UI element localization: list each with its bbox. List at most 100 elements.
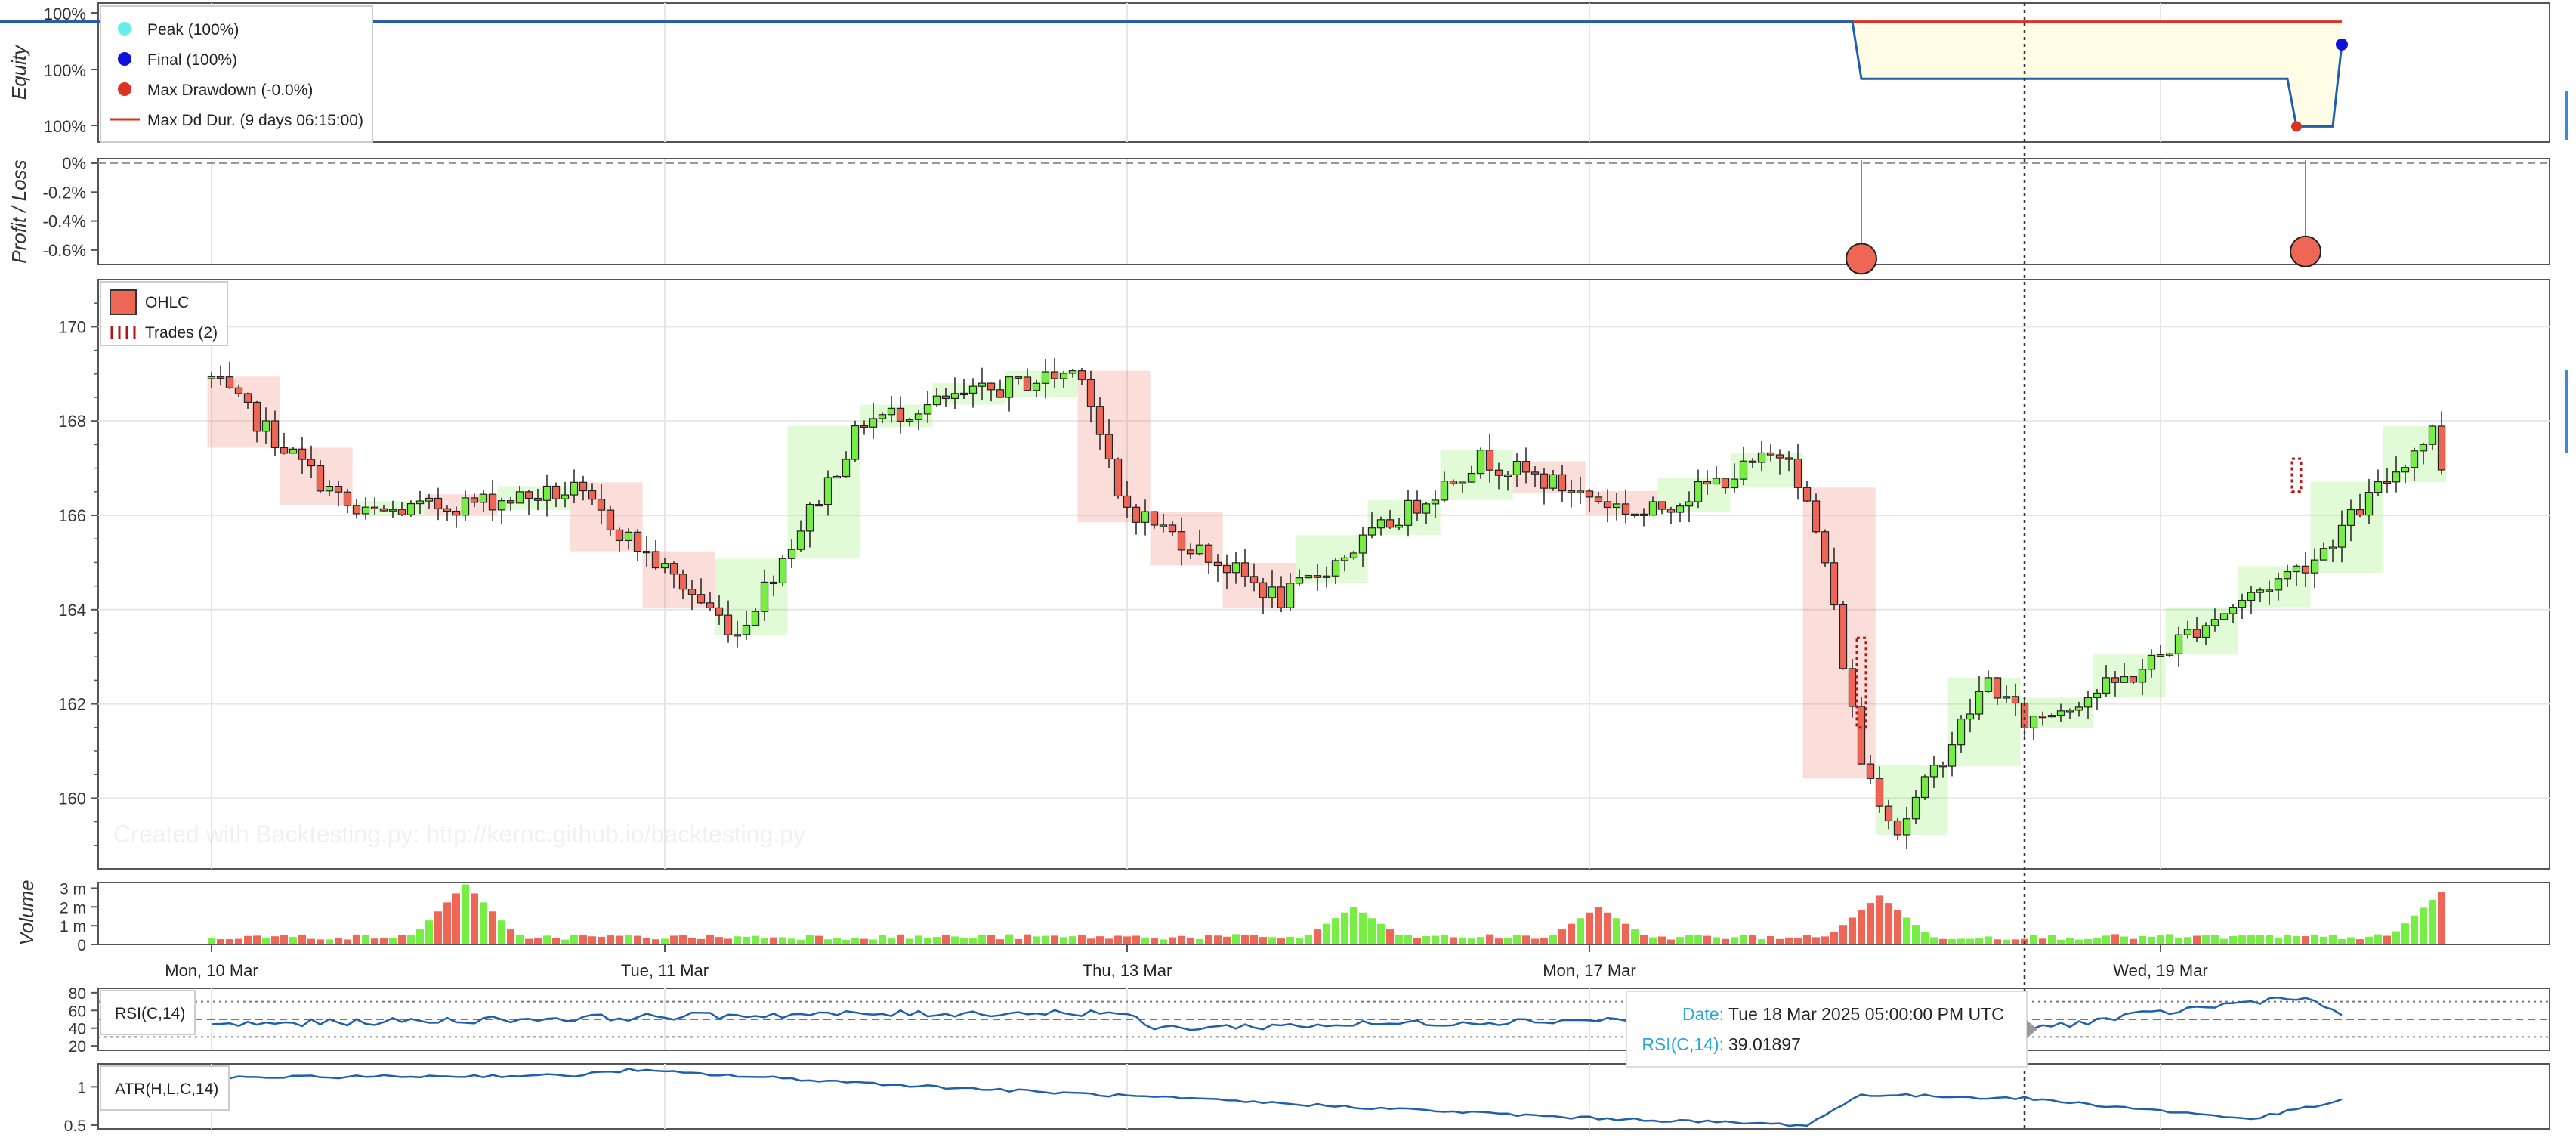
volume-bar (1322, 923, 1331, 944)
volume-bar (1920, 932, 1929, 944)
volume-bar (434, 911, 443, 944)
candle-body (1231, 562, 1240, 574)
candle-body (1376, 519, 1385, 529)
volume-bar (479, 902, 488, 944)
candle-body (669, 563, 678, 575)
candle-body (1585, 490, 1594, 498)
candle-body (1920, 776, 1929, 799)
volume-bar (470, 893, 479, 944)
candle-body (715, 607, 724, 616)
candle-body (1222, 564, 1231, 574)
volume-bar (1268, 937, 1277, 944)
date-tick-label: Wed, 19 Mar (2113, 961, 2208, 980)
candle-body (1621, 503, 1630, 515)
candle-body (697, 594, 706, 604)
candle-body (1512, 461, 1521, 476)
volume-bar (515, 935, 524, 944)
volume-bar (1947, 938, 1957, 944)
volume-bar (941, 935, 950, 944)
candle-body (1186, 549, 1195, 555)
volume-bar (1494, 938, 1503, 944)
candle-body (561, 494, 570, 499)
candle-body (551, 485, 561, 499)
volume-bar (588, 936, 597, 944)
max-drawdown-legend-icon (118, 82, 131, 96)
volume-bar (2428, 899, 2437, 944)
candle-body (1041, 371, 1050, 384)
volume-bar (334, 938, 343, 944)
candle-body (334, 486, 343, 493)
candle-body (896, 407, 905, 422)
candle-body (1984, 677, 1993, 692)
candle-body (1848, 668, 1857, 707)
candle-body (914, 413, 923, 420)
volume-bar (280, 935, 289, 944)
candle-body (2111, 677, 2120, 683)
volume-bar (1331, 918, 1340, 944)
volume-bar (542, 935, 551, 944)
volume-bar (687, 937, 697, 944)
volume-bar (1249, 935, 1259, 944)
volume-bar (1385, 929, 1395, 944)
volume-bar (234, 938, 243, 944)
volume-bar (1376, 923, 1385, 944)
volume-bar (1830, 932, 1839, 944)
panel-vol-frame (97, 882, 2550, 945)
candle-body (923, 403, 932, 415)
candle-body (842, 459, 851, 478)
aggregate-bar (352, 501, 425, 515)
candle-body (1639, 513, 1648, 516)
volume-bar (615, 935, 624, 944)
candle-body (978, 382, 987, 387)
volume-bar (778, 937, 787, 944)
rsi-tick-label: 60 (69, 1003, 86, 1020)
candle-body (1857, 706, 1866, 765)
volume-bar (1240, 935, 1249, 944)
volume-bar (760, 938, 769, 944)
volume-bar (733, 936, 742, 944)
volume-bar (2219, 938, 2229, 944)
candle-body (479, 493, 488, 503)
candle-body (316, 465, 325, 492)
pl-tick-label: -0.4% (43, 212, 86, 231)
candle-body (1413, 499, 1422, 514)
volume-bar (1123, 936, 1132, 944)
volume-bar (1259, 937, 1268, 944)
candle-body (2002, 696, 2011, 699)
candle-body (261, 420, 270, 432)
candle-body (2265, 589, 2274, 592)
tooltip-rsi-label: RSI(C,14): (1642, 1034, 1724, 1054)
candle-body (289, 448, 298, 454)
price-tick-label: 162 (58, 695, 86, 714)
volume-bar (606, 935, 615, 944)
volume-bar (2120, 936, 2129, 944)
volume-bar (361, 935, 370, 944)
volume-bar (678, 934, 687, 944)
aggregate-bar (280, 447, 353, 506)
aggregate-bar (2238, 566, 2311, 608)
ohlc-legend-icon (110, 289, 137, 315)
volume-bar (2256, 935, 2265, 944)
volume-bar (2147, 936, 2156, 944)
candle-body (1177, 531, 1186, 551)
candle-body (1449, 481, 1458, 484)
volume-bar (1648, 937, 1657, 944)
date-tick-label: Tue, 11 Mar (621, 961, 709, 980)
volume-bar (2174, 938, 2183, 944)
candle-body (615, 529, 624, 542)
candle-body (651, 551, 660, 569)
volume-bar (1821, 936, 1830, 944)
candle-body (252, 401, 261, 432)
volume-bar (987, 935, 996, 944)
candle-body (1322, 575, 1331, 578)
candle-body (1132, 506, 1141, 523)
volume-bar (252, 935, 261, 944)
volume-bar (1567, 923, 1576, 944)
candle-body (1784, 457, 1793, 460)
candle-body (1440, 481, 1449, 501)
final-legend-icon (118, 52, 131, 66)
candle-body (497, 500, 506, 511)
volume-bar (1875, 895, 1884, 944)
volume-bar (2328, 935, 2337, 944)
volume-bar (225, 939, 234, 944)
